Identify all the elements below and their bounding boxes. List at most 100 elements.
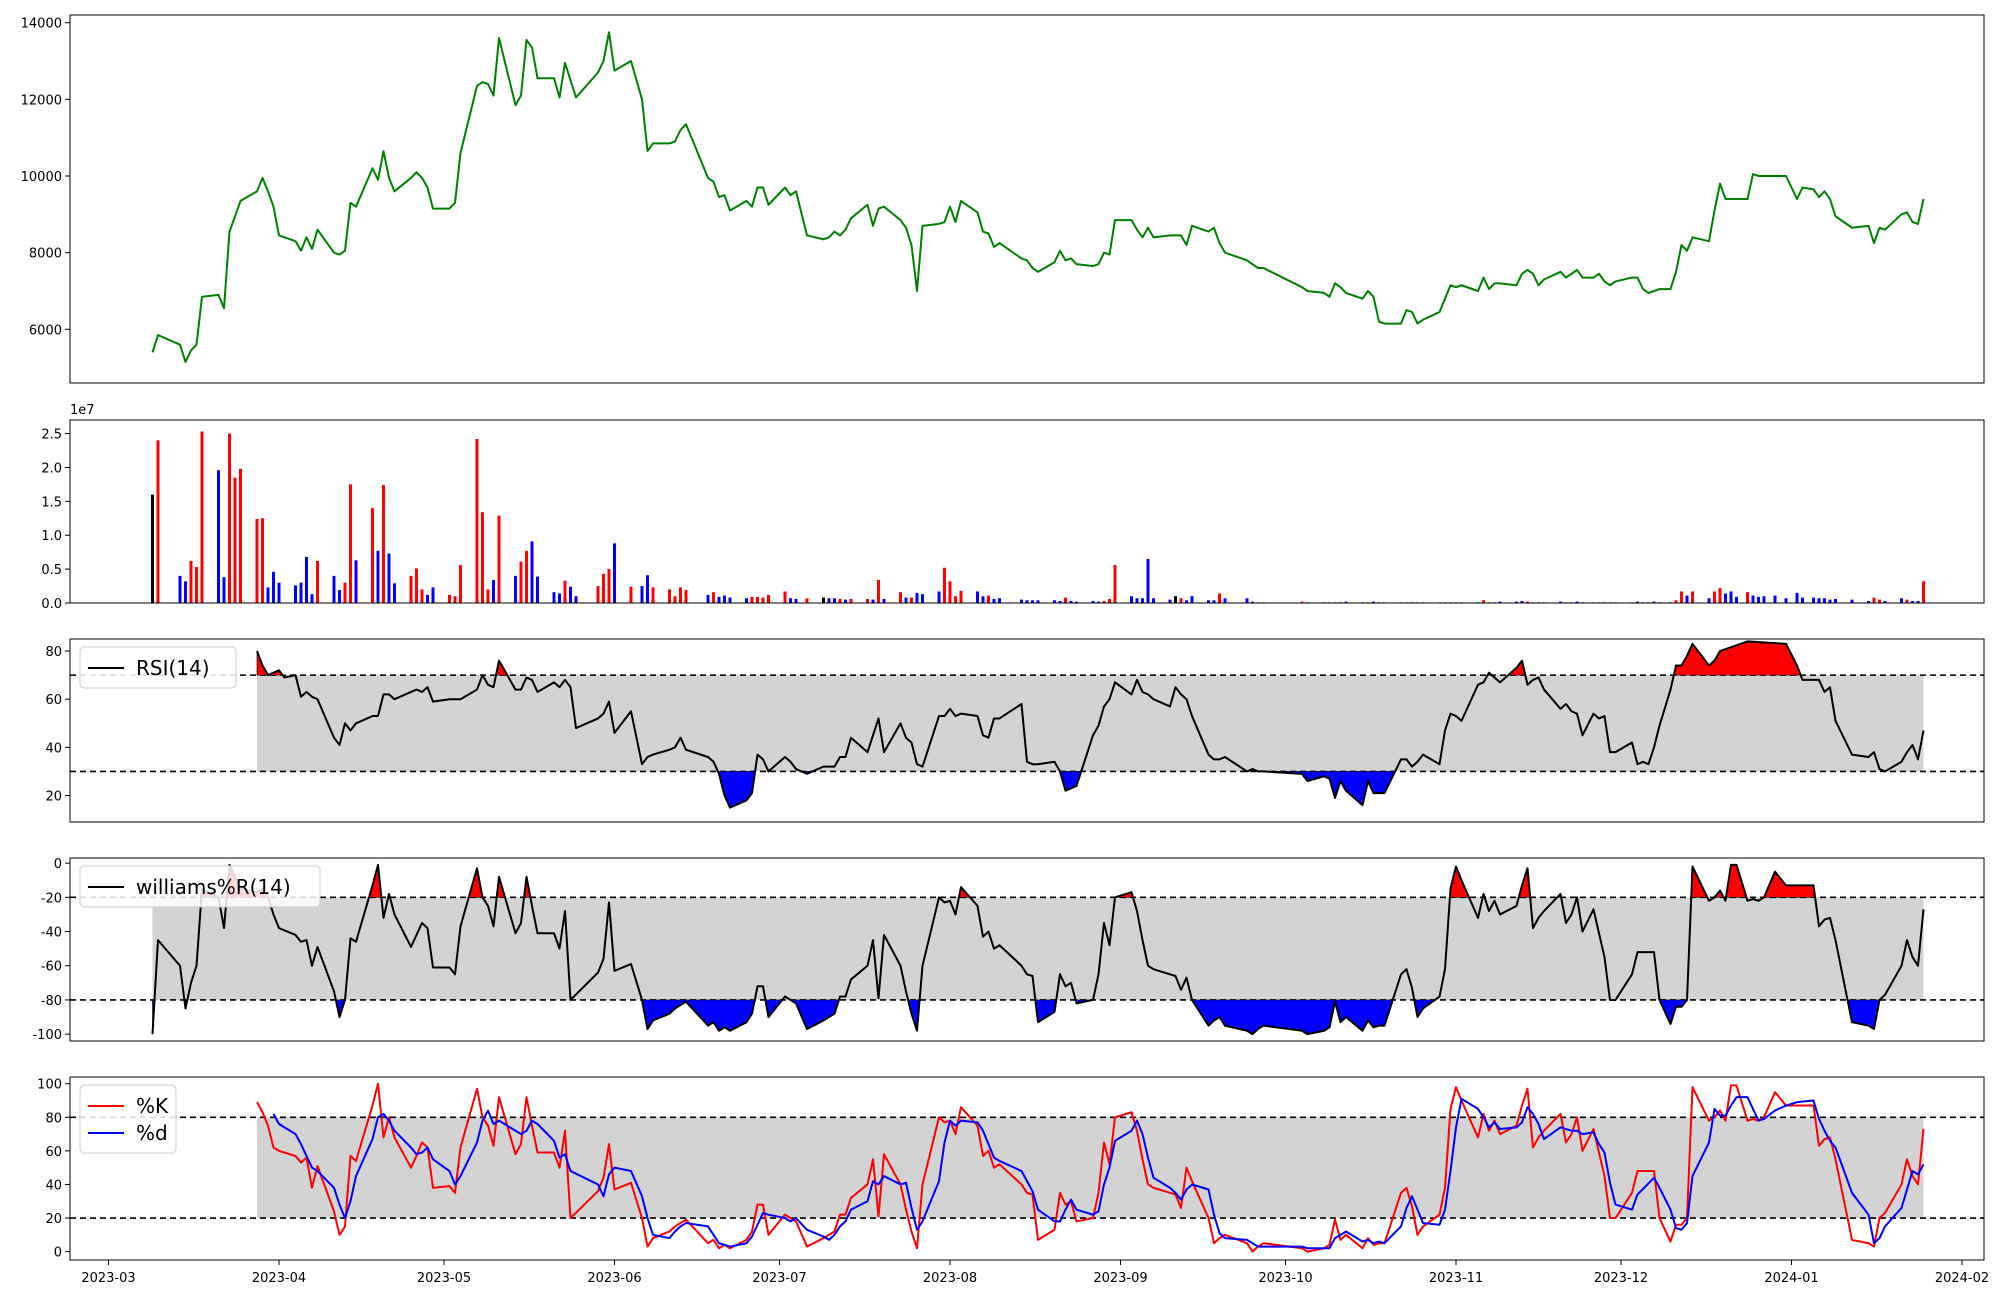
- volume-bar: [1069, 600, 1073, 603]
- x-tick-label: 2023-04: [252, 1271, 306, 1286]
- volume-bar: [233, 477, 237, 603]
- y-tick-label: 100: [37, 1078, 62, 1093]
- volume-bar: [1762, 596, 1766, 603]
- volume-bar: [409, 575, 413, 603]
- volume-bar: [1828, 599, 1832, 603]
- volume-bar: [987, 595, 990, 603]
- volume-bar: [910, 597, 913, 603]
- volume-bar: [1372, 601, 1375, 603]
- volume-bar: [371, 508, 374, 603]
- volume-bar: [943, 567, 946, 603]
- volume-bar: [486, 589, 490, 603]
- volume-bar: [178, 575, 182, 603]
- y-tick-label: 2.0: [41, 461, 62, 476]
- volume-bar: [514, 575, 517, 603]
- volume-bar: [420, 589, 424, 603]
- x-tick-label: 2023-05: [417, 1271, 471, 1286]
- volume-bar: [1097, 601, 1100, 603]
- y-tick-label: 40: [45, 1178, 62, 1193]
- volume-bar: [1025, 600, 1029, 603]
- x-tick-label: 2024-01: [1764, 1271, 1818, 1286]
- y-tick-label: 20: [45, 790, 62, 805]
- y-tick-label: 1.0: [41, 529, 62, 544]
- volume-bar: [1108, 598, 1111, 603]
- y-tick-label: 2.5: [41, 428, 62, 443]
- axes-frame: [69, 1076, 1985, 1261]
- y-tick-label: 60: [45, 693, 62, 708]
- y-tick-label: 0: [54, 857, 62, 872]
- volume-bar: [750, 596, 754, 603]
- volume-bar: [1146, 558, 1150, 603]
- volume-bar: [1482, 600, 1485, 603]
- volume-bar: [1130, 596, 1133, 603]
- stochastic-k-line: [256, 1082, 1925, 1253]
- volume-bar: [723, 595, 726, 603]
- volume-bar: [272, 571, 275, 603]
- volume-bar: [332, 575, 336, 603]
- volume-bar: [756, 596, 759, 603]
- volume-bar: [1520, 600, 1524, 603]
- volume-bar: [376, 550, 380, 603]
- legend-box: [79, 1084, 177, 1154]
- volume-bar: [552, 592, 556, 603]
- overbought-fill: [1673, 641, 1802, 676]
- volume-bar: [1141, 598, 1144, 603]
- volume-bar: [921, 594, 924, 603]
- volume-bar: [239, 468, 242, 603]
- volume-bar: [717, 596, 721, 603]
- volume-bar: [1872, 597, 1876, 603]
- volume-bar: [354, 560, 358, 603]
- volume-bar: [448, 594, 451, 603]
- volume-bar: [1817, 598, 1821, 603]
- x-tick-label: 2023-09: [1093, 1271, 1147, 1286]
- volume-bar: [156, 440, 160, 603]
- volume-bar: [1190, 596, 1194, 603]
- volume-bar: [217, 470, 220, 603]
- volume-bar: [679, 587, 682, 603]
- volume-bar: [459, 565, 462, 603]
- x-tick-label: 2023-12: [1594, 1271, 1648, 1286]
- volume-bar: [602, 573, 605, 603]
- volume-bar: [1900, 598, 1903, 603]
- volume-bar: [1823, 598, 1826, 603]
- volume-bar: [569, 586, 572, 603]
- volume-bar: [558, 593, 561, 603]
- volume-bar: [1058, 600, 1062, 603]
- volume-scale-label: 1e7: [70, 403, 95, 418]
- price-panel: 6000 8000 10000 12000 14000: [21, 14, 1985, 384]
- volume-bar: [200, 431, 204, 603]
- volume-bar: [1498, 601, 1502, 603]
- volume-bar: [294, 585, 297, 603]
- volume-bar: [959, 590, 963, 603]
- volume-bar: [1718, 588, 1722, 603]
- volume-bar: [574, 596, 578, 603]
- volume-bar: [349, 484, 352, 603]
- volume-bar: [1636, 601, 1639, 603]
- volume-bar: [1784, 598, 1788, 603]
- volume-bar: [1680, 591, 1683, 603]
- volume-bar: [1251, 601, 1254, 603]
- axes-frame: [69, 638, 1985, 823]
- volume-bar: [299, 582, 303, 603]
- legend-box: [79, 646, 237, 689]
- volume-bar: [1746, 592, 1749, 603]
- volume-bar: [646, 575, 649, 603]
- axes-frame: [69, 14, 1985, 384]
- volume-bar: [1223, 598, 1227, 603]
- neutral-band: [257, 675, 1924, 772]
- volume-bar: [305, 556, 308, 603]
- volume-bar: [343, 582, 347, 603]
- volume-bar: [563, 580, 567, 603]
- volume-bar: [937, 591, 941, 603]
- volume-bar: [475, 438, 479, 603]
- volume-bar: [1691, 591, 1694, 603]
- volume-bar: [492, 579, 495, 603]
- volume-bar: [1922, 581, 1925, 603]
- rsi-line: [256, 640, 1925, 809]
- volume-bar: [1757, 596, 1760, 603]
- volume-bar: [1575, 601, 1579, 603]
- volume-bar: [382, 485, 385, 603]
- volume-bar: [519, 561, 523, 603]
- volume-bar: [596, 586, 600, 603]
- volume-bar: [833, 598, 836, 603]
